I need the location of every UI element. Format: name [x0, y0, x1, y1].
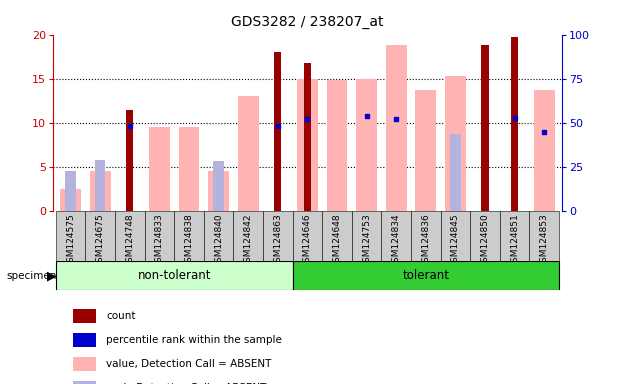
Text: tolerant: tolerant	[402, 269, 450, 282]
Bar	[233, 211, 263, 261]
Text: GSM124648: GSM124648	[332, 214, 342, 268]
Text: GSM124646: GSM124646	[303, 214, 312, 268]
Bar	[208, 172, 229, 211]
Bar	[73, 381, 96, 384]
Bar	[60, 189, 81, 211]
Text: GSM124863: GSM124863	[273, 214, 283, 268]
Bar	[73, 333, 96, 347]
Bar	[470, 211, 500, 261]
Bar	[95, 160, 106, 211]
Bar	[115, 211, 145, 261]
Bar	[322, 211, 352, 261]
Text: ▶: ▶	[47, 269, 56, 282]
Bar	[56, 261, 292, 290]
Text: count: count	[106, 311, 136, 321]
Bar	[214, 161, 224, 211]
Bar	[500, 211, 530, 261]
Bar	[450, 134, 461, 211]
Bar	[126, 110, 134, 211]
Bar	[85, 211, 115, 261]
Bar	[174, 211, 204, 261]
Text: GSM124575: GSM124575	[66, 214, 75, 268]
Bar	[179, 127, 199, 211]
Bar	[534, 90, 555, 211]
Bar	[481, 45, 489, 211]
Text: GSM124834: GSM124834	[392, 214, 401, 268]
Bar	[415, 90, 436, 211]
Text: GDS3282 / 238207_at: GDS3282 / 238207_at	[231, 15, 384, 29]
Text: GSM124851: GSM124851	[510, 214, 519, 268]
Text: GSM124842: GSM124842	[243, 214, 253, 268]
Text: specimen: specimen	[6, 270, 57, 281]
Text: GSM124833: GSM124833	[155, 214, 164, 268]
Bar	[530, 211, 559, 261]
Text: GSM124753: GSM124753	[362, 214, 371, 268]
Text: GSM124836: GSM124836	[421, 214, 430, 268]
Text: GSM124675: GSM124675	[96, 214, 105, 268]
Bar	[149, 127, 170, 211]
Bar	[292, 261, 559, 290]
Bar	[56, 211, 85, 261]
Bar	[297, 79, 318, 211]
Bar	[65, 172, 76, 211]
Bar	[352, 211, 381, 261]
Text: GSM124838: GSM124838	[184, 214, 194, 268]
Bar	[238, 96, 258, 211]
Bar	[381, 211, 411, 261]
Bar	[263, 211, 292, 261]
Bar	[145, 211, 174, 261]
Bar	[386, 45, 407, 211]
Bar	[445, 76, 466, 211]
Text: GSM124845: GSM124845	[451, 214, 460, 268]
Text: value, Detection Call = ABSENT: value, Detection Call = ABSENT	[106, 359, 271, 369]
Bar	[73, 309, 96, 323]
Text: rank, Detection Call = ABSENT: rank, Detection Call = ABSENT	[106, 383, 266, 384]
Bar	[292, 211, 322, 261]
Text: GSM124840: GSM124840	[214, 214, 223, 268]
Bar	[304, 63, 311, 211]
Bar	[73, 357, 96, 371]
Bar	[274, 52, 281, 211]
Bar	[511, 37, 519, 211]
Bar	[411, 211, 441, 261]
Text: GSM124748: GSM124748	[125, 214, 134, 268]
Text: GSM124853: GSM124853	[540, 214, 549, 268]
Text: percentile rank within the sample: percentile rank within the sample	[106, 335, 282, 345]
Bar	[204, 211, 233, 261]
Bar	[441, 211, 470, 261]
Bar	[356, 79, 377, 211]
Text: non-tolerant: non-tolerant	[137, 269, 211, 282]
Bar	[327, 81, 347, 211]
Text: GSM124850: GSM124850	[481, 214, 489, 268]
Bar	[90, 172, 111, 211]
